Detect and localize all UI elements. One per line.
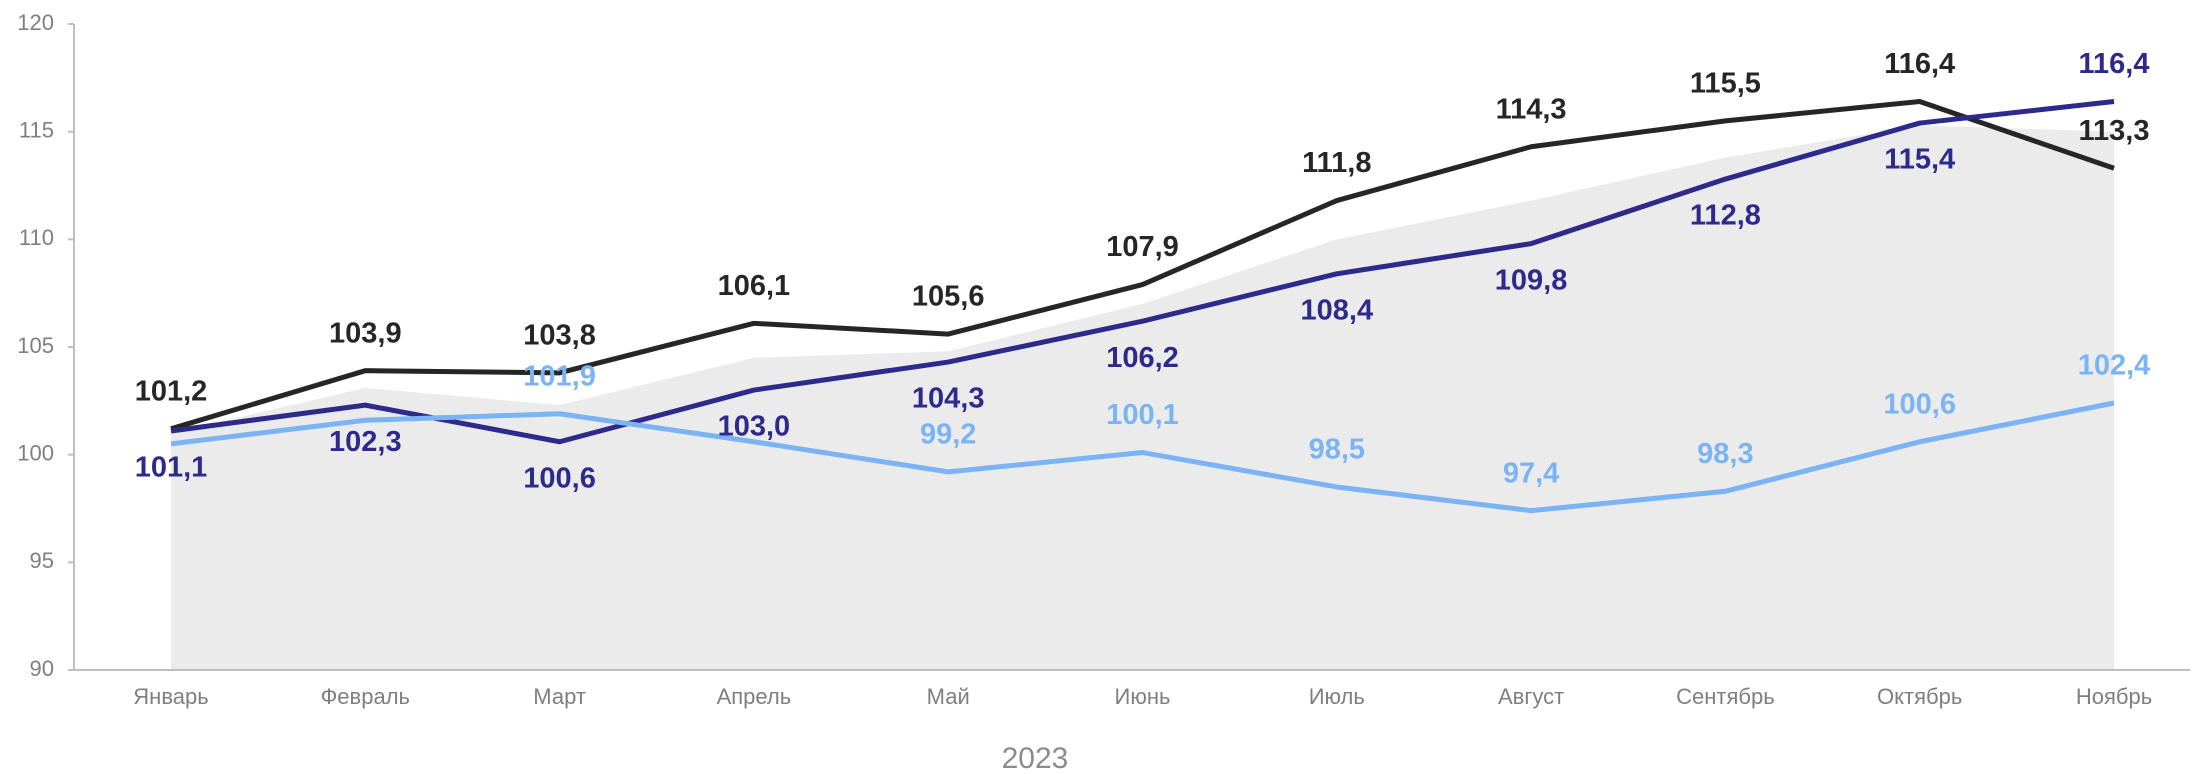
x-tick-label: Март [533,684,586,709]
data-label: 100,6 [523,462,596,494]
x-tick-label: Январь [133,684,208,709]
line-series [170,99,2115,445]
y-tick-label: 115 [19,117,54,142]
data-label: 100,1 [1106,399,1179,431]
y-tick-label: 110 [19,225,54,250]
data-label: 98,3 [1697,438,1753,470]
area [171,125,2114,670]
y-tick-label: 105 [17,333,54,358]
data-label: 103,0 [718,411,791,443]
data-label: 115,5 [1690,68,1761,100]
x-tick-label: Февраль [321,684,410,709]
x-tick-label: Апрель [717,684,792,709]
data-label: 102,3 [329,426,402,458]
x-tick-label: Июнь [1115,684,1171,709]
y-tick-label: 100 [17,440,54,465]
data-label: 106,2 [1106,342,1179,374]
data-label: 100,6 [1883,388,1956,420]
data-label: 115,4 [1884,144,1955,176]
data-label: 103,9 [329,317,402,349]
data-label: 108,4 [1301,294,1374,326]
data-label: 116,4 [1884,48,1955,80]
y-tick-label: 90 [30,656,54,681]
data-label: 116,4 [2079,48,2150,80]
line-series [170,400,2115,514]
x-tick-label: Август [1498,684,1564,709]
x-tick-label: Октябрь [1877,684,1962,709]
data-label: 101,2 [135,375,208,407]
x-tick-label: Ноябрь [2076,684,2152,709]
y-tick-label: 120 [17,10,54,35]
data-label: 97,4 [1503,457,1559,489]
data-label: 112,8 [1690,200,1761,232]
data-label: 105,6 [912,281,985,313]
data-label: 109,8 [1495,264,1568,296]
data-label: 114,3 [1496,93,1567,125]
line-series [170,99,2115,432]
x-axis-label: 2023 [1002,742,1069,774]
data-label: 102,4 [2078,350,2151,382]
data-label: 98,5 [1309,434,1365,466]
data-label: 107,9 [1106,231,1179,263]
data-label: 99,2 [920,419,976,451]
y-tick-label: 95 [30,548,54,573]
data-label: 104,3 [912,383,985,415]
data-label: 101,9 [523,360,596,392]
data-label: 106,1 [718,270,791,302]
data-label: 111,8 [1302,147,1371,179]
data-label: 103,8 [523,319,596,351]
data-label: 101,1 [135,452,208,484]
x-tick-label: Июль [1309,684,1365,709]
x-tick-label: Сентябрь [1676,684,1775,709]
x-tick-label: Май [927,684,970,709]
data-label: 113,3 [2079,115,2150,147]
